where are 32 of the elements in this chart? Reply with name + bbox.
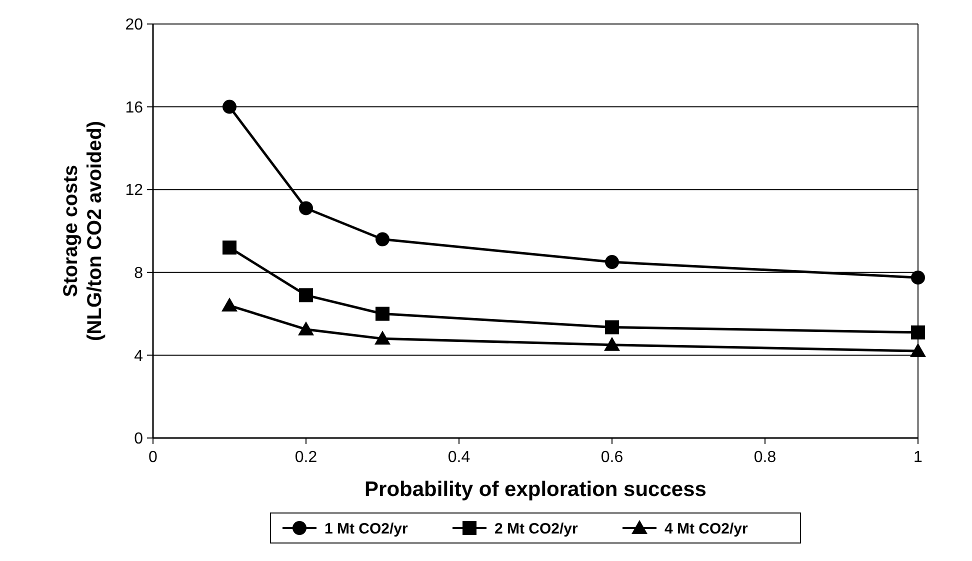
legend-label: 1 Mt CO2/yr [324, 520, 408, 538]
y-tick-label: 16 [125, 99, 144, 116]
y-axis-title: Storage costs (NLG/ton CO2 avoided) [60, 121, 106, 341]
x-tick-label: 0.2 [294, 449, 318, 466]
point [910, 343, 926, 358]
point [911, 325, 925, 340]
point [376, 306, 390, 321]
point [298, 321, 314, 336]
y-tick-label: 0 [134, 430, 144, 448]
y-tick-label: 8 [134, 265, 144, 282]
point [604, 336, 620, 351]
legend-label: 2 Mt CO2/yr [494, 520, 578, 538]
y-tick-label: 20 [125, 16, 144, 34]
x-tick-label: 0 [148, 449, 158, 466]
point [222, 240, 236, 255]
point [222, 100, 236, 114]
y-tick-label: 4 [134, 348, 144, 365]
point [605, 320, 619, 334]
x-tick-label: 0.6 [600, 449, 624, 466]
point [299, 288, 313, 302]
legend-label: 4 Mt CO2/yr [664, 520, 748, 538]
y-tick-label: 12 [125, 182, 144, 200]
x-axis-title: Probability of exploration success [364, 478, 706, 501]
point [376, 232, 390, 246]
x-tick-label: 0.4 [448, 449, 470, 466]
point [374, 330, 390, 345]
x-tick-label: 1 [914, 449, 923, 466]
point [605, 255, 619, 270]
x-tick-label: 0.8 [754, 449, 776, 466]
point [222, 298, 238, 312]
point [299, 201, 313, 216]
point [911, 270, 925, 285]
